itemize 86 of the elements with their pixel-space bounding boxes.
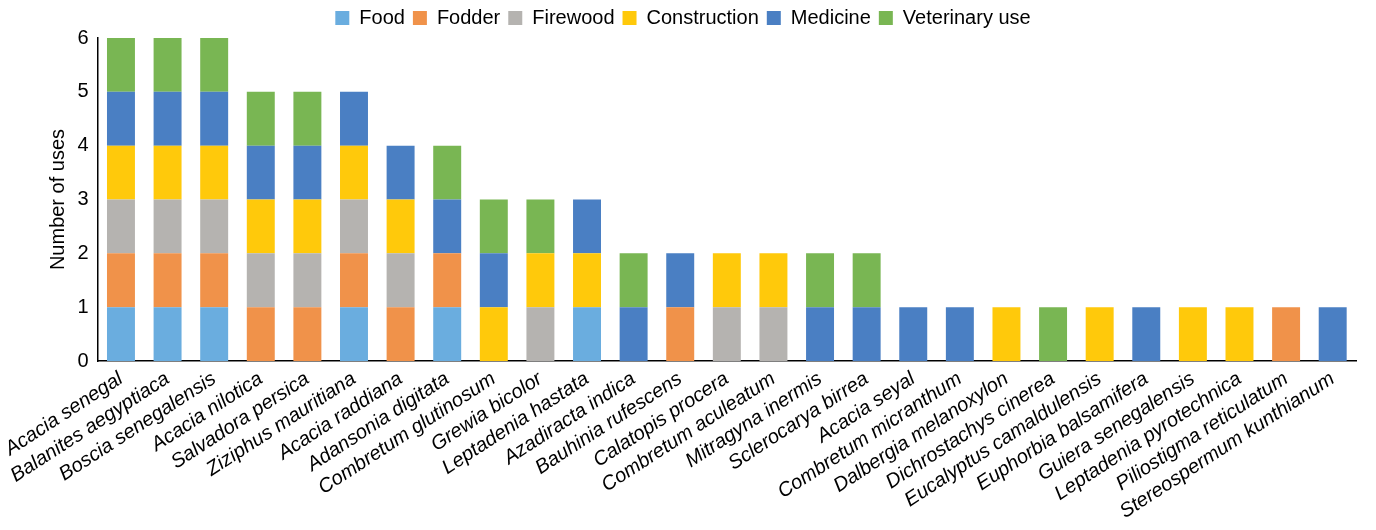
bar (479, 307, 508, 362)
legend-label: Veterinary use (902, 5, 1031, 28)
bar (293, 307, 322, 362)
legend-label: Food (359, 5, 405, 28)
bar (386, 253, 415, 308)
bar (992, 307, 1021, 362)
bar (153, 199, 182, 254)
bar (246, 91, 275, 146)
bar (386, 145, 415, 200)
bar (479, 253, 508, 308)
bar (1039, 307, 1068, 362)
bar (200, 307, 229, 362)
bar (153, 145, 182, 200)
bar (340, 91, 368, 146)
bar (1318, 307, 1347, 362)
bar (806, 307, 835, 362)
bar (153, 253, 182, 308)
y-tick-label: 3 (77, 187, 89, 210)
bar (526, 199, 555, 254)
bar (200, 145, 229, 200)
y-tick-label: 1 (77, 294, 89, 317)
bar (153, 307, 182, 362)
bar (712, 253, 741, 308)
bar (433, 199, 462, 254)
bar (712, 307, 741, 362)
bar (246, 199, 275, 254)
y-tick-label: 4 (77, 133, 89, 156)
bar (293, 145, 322, 200)
legend-label: Fodder (436, 5, 501, 28)
bar (106, 38, 135, 92)
bar (153, 38, 182, 92)
bar (293, 199, 322, 254)
bar (340, 199, 368, 254)
bar (246, 253, 275, 308)
bar (619, 253, 648, 308)
bar (666, 253, 695, 308)
legend-label: Medicine (790, 5, 871, 28)
bar (293, 91, 322, 146)
bar (945, 307, 974, 362)
bar (433, 307, 462, 362)
y-tick-label: 5 (77, 79, 89, 102)
bar (386, 199, 415, 254)
bar (106, 91, 135, 146)
bar (899, 307, 928, 362)
bar (666, 307, 695, 362)
bar (106, 145, 135, 200)
y-tick-label: 2 (77, 240, 89, 263)
bar (246, 145, 275, 200)
bar (759, 253, 788, 308)
legend-label: Construction (646, 5, 759, 28)
bar (200, 38, 229, 92)
bar (340, 253, 368, 308)
bar (293, 253, 322, 308)
bar (433, 253, 462, 308)
bar (1085, 307, 1114, 362)
bar (433, 145, 462, 200)
bar (619, 307, 648, 362)
legend-label: Firewood (532, 5, 615, 28)
bar (340, 145, 368, 200)
bar (1272, 307, 1301, 362)
y-tick-label: 0 (77, 348, 89, 371)
bar (1178, 307, 1207, 362)
bar (479, 199, 508, 254)
bar (106, 199, 135, 254)
bar (106, 253, 135, 308)
y-axis-title: Number of uses (46, 128, 69, 271)
bar (153, 91, 182, 146)
bar (573, 307, 601, 362)
bar (806, 253, 835, 308)
bar (852, 253, 881, 308)
bar (386, 307, 415, 362)
bar (106, 307, 135, 362)
bar (200, 199, 229, 254)
bar (200, 91, 229, 146)
bar (852, 307, 881, 362)
bar (340, 307, 368, 362)
bar (200, 253, 229, 308)
bar (759, 307, 788, 362)
y-tick-label: 6 (77, 25, 89, 48)
bar (573, 199, 601, 254)
bar (246, 307, 275, 362)
bar (1225, 307, 1254, 362)
bar (1132, 307, 1161, 362)
bar (526, 307, 555, 362)
bar (526, 253, 555, 308)
bar (573, 253, 601, 308)
